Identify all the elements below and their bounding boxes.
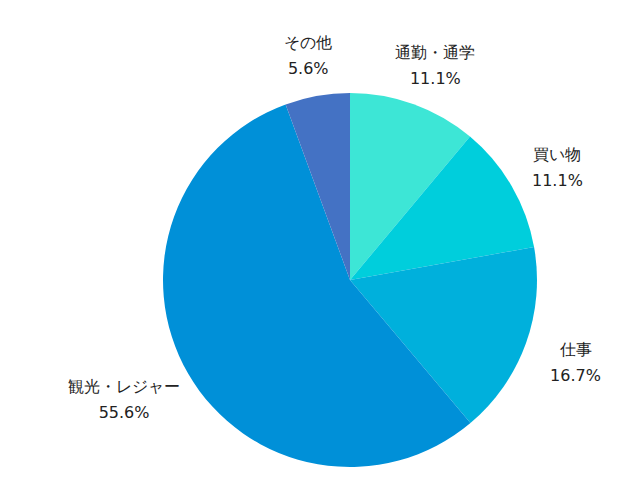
value-label: 11.1% <box>532 171 583 190</box>
value-label: 55.6% <box>99 403 150 422</box>
slice-label: その他 5.6% <box>284 33 332 78</box>
category-label: 買い物 <box>533 145 581 164</box>
value-label: 5.6% <box>288 59 329 78</box>
category-label: 仕事 <box>559 340 592 359</box>
labels: 通勤・通学 11.1% 買い物 11.1% 仕事 16.7% 観光・レジャー 55.6% その他… <box>68 33 601 423</box>
slice-label: 仕事 16.7% <box>550 340 601 385</box>
category-label: 観光・レジャー <box>68 377 180 396</box>
slices <box>163 93 537 467</box>
slice <box>286 93 350 280</box>
slice-label: 観光・レジャー 55.6% <box>68 377 180 422</box>
slice-label: 買い物 11.1% <box>532 145 583 190</box>
value-label: 11.1% <box>410 69 461 88</box>
chart: 通勤・通学 11.1% 買い物 11.1% 仕事 16.7% 観光・レジャー 55.6% その他… <box>0 0 640 500</box>
category-label: 通勤・通学 <box>395 43 475 62</box>
category-label: その他 <box>284 33 332 52</box>
value-label: 16.7% <box>550 366 601 385</box>
slice-label: 通勤・通学 11.1% <box>395 43 475 88</box>
